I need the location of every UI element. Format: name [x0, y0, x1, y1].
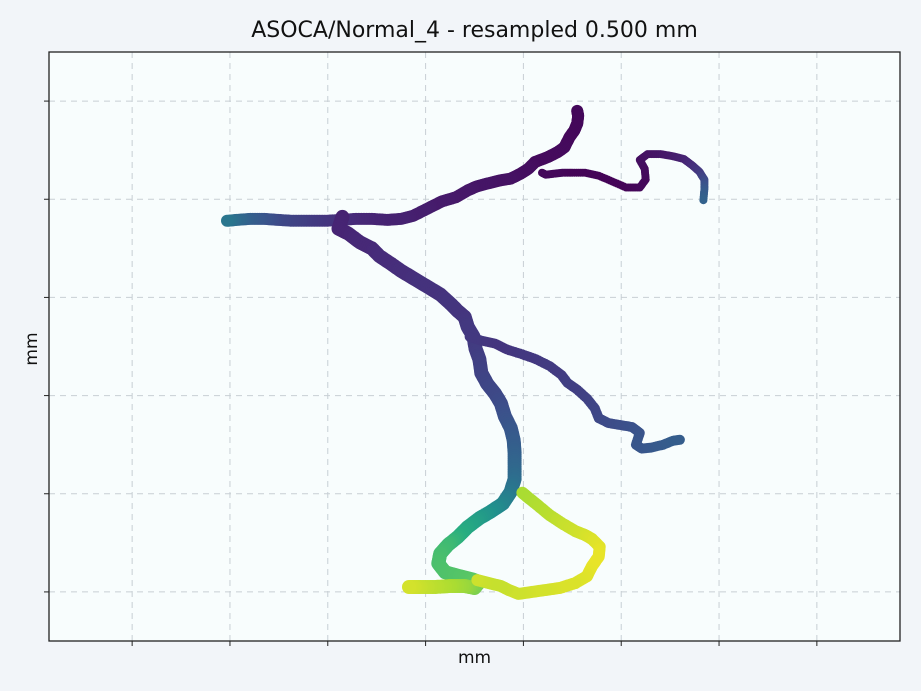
- chart-title: ASOCA/Normal_4 - resampled 0.500 mm: [251, 18, 698, 43]
- data-point: [471, 574, 484, 587]
- data-point: [699, 196, 708, 205]
- gridlines: [44, 52, 900, 646]
- data-point: [221, 214, 233, 227]
- data-points: [221, 104, 709, 600]
- plot-frame: [48, 51, 901, 642]
- data-point: [674, 434, 685, 445]
- data-point: [402, 580, 416, 594]
- y-axis-label: mm: [22, 332, 42, 366]
- x-axis-label: mm: [457, 648, 492, 668]
